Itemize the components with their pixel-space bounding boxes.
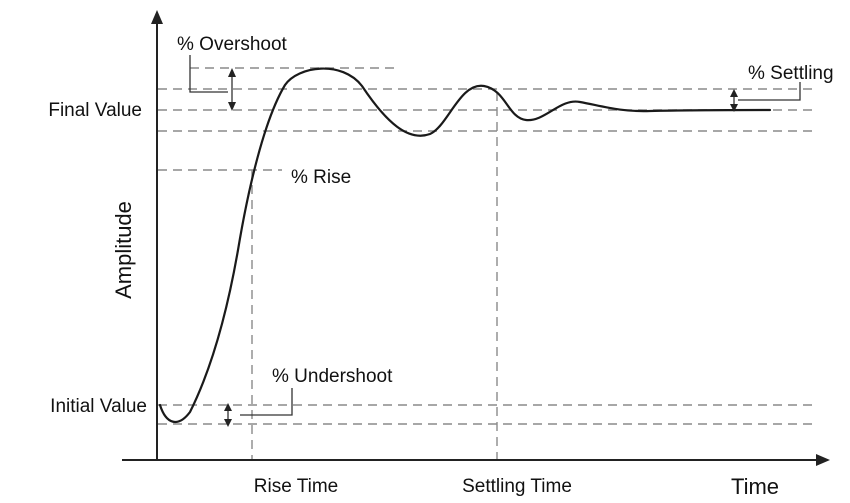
settling-down-arrow-icon — [730, 104, 738, 112]
undershoot-up-arrow-icon — [224, 403, 232, 411]
overshoot-leader — [189, 55, 228, 93]
rise-time-label: Rise Time — [254, 476, 338, 497]
undershoot-leader — [240, 388, 293, 416]
x-axis-title: Time — [731, 474, 779, 499]
undershoot-down-arrow-icon — [224, 419, 232, 427]
overshoot-down-arrow-icon — [228, 102, 236, 111]
rise-label: % Rise — [291, 167, 351, 188]
initial-value-label: Initial Value — [50, 396, 147, 417]
step-response-curve — [158, 67, 772, 423]
y-axis-arrow-icon — [151, 10, 163, 24]
y-axis-title: Amplitude — [111, 201, 136, 299]
x-axis-arrow-icon — [816, 454, 830, 466]
final-value-label: Final Value — [48, 100, 142, 121]
settling-leader — [738, 82, 801, 101]
overshoot-label: % Overshoot — [177, 34, 288, 55]
settling-up-arrow-icon — [730, 89, 738, 97]
undershoot-label: % Undershoot — [272, 366, 393, 387]
settling-label: % Settling — [748, 63, 834, 84]
overshoot-up-arrow-icon — [228, 68, 236, 77]
settling-time-label: Settling Time — [462, 476, 572, 497]
